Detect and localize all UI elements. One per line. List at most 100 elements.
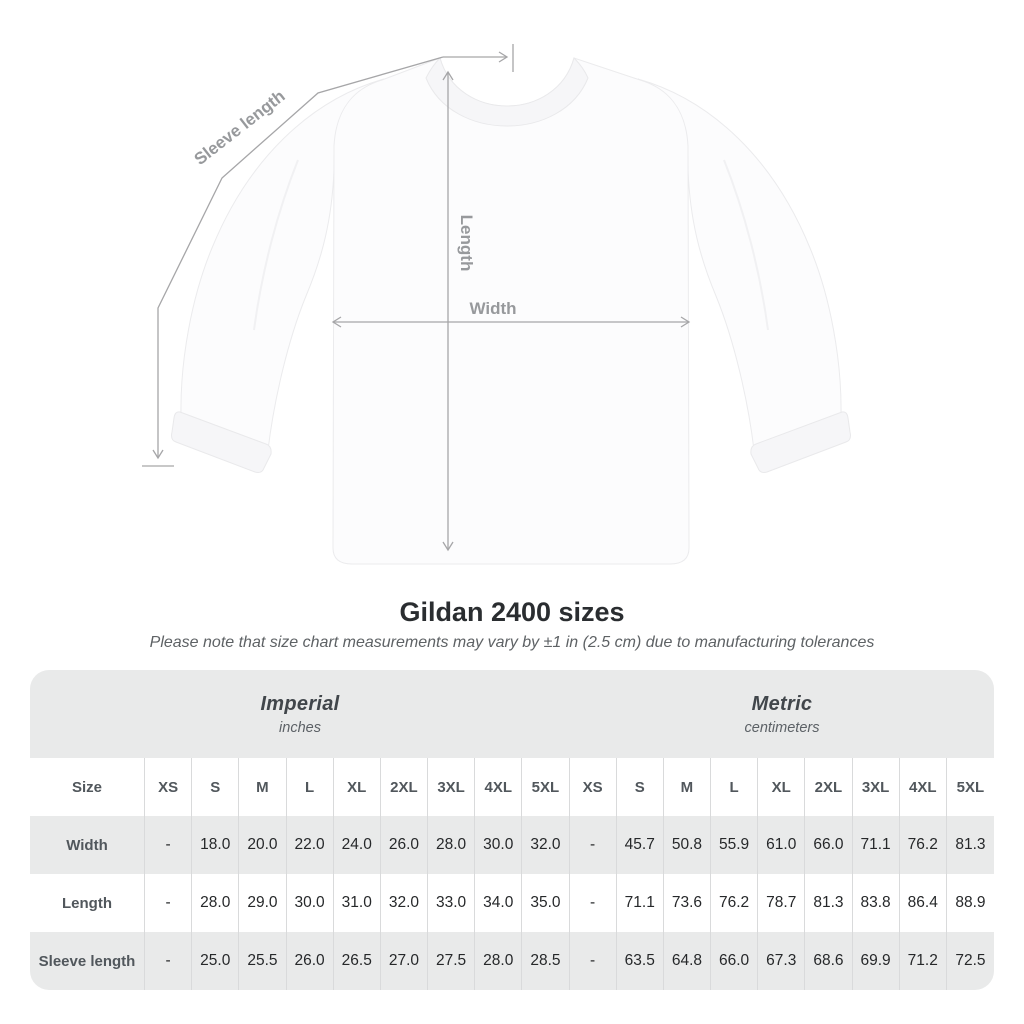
width-measure-arrow xyxy=(331,316,691,328)
table-cell: 78.7 xyxy=(758,874,806,932)
table-cell: - xyxy=(145,932,193,990)
table-cell: 33.0 xyxy=(428,874,476,932)
table-cell: 76.2 xyxy=(900,816,947,874)
unit-group-metric: Metric centimeters xyxy=(570,670,994,758)
size-col-header: 3XL xyxy=(853,758,900,816)
unit-group-imperial: Imperial inches xyxy=(30,670,570,758)
shirt-right-cuff xyxy=(750,411,851,473)
metric-unit-label: centimeters xyxy=(744,719,820,736)
size-col-header: L xyxy=(711,758,759,816)
table-cell: 20.0 xyxy=(239,816,287,874)
table-cell: 76.2 xyxy=(711,874,759,932)
table-cell: 68.6 xyxy=(805,932,853,990)
table-cell: 66.0 xyxy=(805,816,853,874)
table-cell: 88.9 xyxy=(955,894,986,911)
size-col-header: XS xyxy=(145,758,193,816)
table-cell: 25.5 xyxy=(239,932,287,990)
sleeve-length-measure-line xyxy=(142,44,514,467)
table-cell: - xyxy=(145,874,193,932)
table-cell: 83.8 xyxy=(853,874,900,932)
size-col-header: L xyxy=(287,758,334,816)
page-title: Gildan 2400 sizes xyxy=(399,597,625,627)
table-cell: 28.0 xyxy=(475,932,523,990)
size-col-header: 3XL xyxy=(428,758,476,816)
row-label: Width xyxy=(30,816,145,874)
table-cell: 30.0 xyxy=(475,816,523,874)
table-cell: 32.0 xyxy=(522,816,570,874)
row-length: Length - 28.0 29.0 30.0 31.0 32.0 33.0 3… xyxy=(30,874,994,932)
size-col-header: XS xyxy=(570,758,617,816)
shirt-diagram: Sleeve length Length Width xyxy=(142,44,851,565)
size-col-header: 2XL xyxy=(381,758,428,816)
row-label: Length xyxy=(30,874,145,932)
size-col-header: S xyxy=(617,758,664,816)
table-cell: 81.3 xyxy=(805,874,853,932)
table-cell: 29.0 xyxy=(239,874,287,932)
row-width: Width - 18.0 20.0 22.0 24.0 26.0 28.0 30… xyxy=(30,816,994,874)
length-label: Length xyxy=(457,215,476,272)
table-cell: - xyxy=(570,816,617,874)
table-cell: 66.0 xyxy=(711,932,759,990)
shirt-illustration xyxy=(171,57,851,565)
size-col-header: 4XL xyxy=(475,758,523,816)
table-cell: 61.0 xyxy=(758,816,806,874)
imperial-group-label: Imperial xyxy=(260,692,340,715)
table-cell: 45.7 xyxy=(617,816,664,874)
imperial-unit-label: inches xyxy=(279,719,321,736)
size-col-header: XL xyxy=(758,758,806,816)
table-cell: 67.3 xyxy=(758,932,806,990)
table-cell: 24.0 xyxy=(334,816,381,874)
table-cell: 55.9 xyxy=(711,816,759,874)
shirt-collar xyxy=(425,57,589,127)
table-cell: 18.0 xyxy=(192,816,240,874)
length-measure-arrow xyxy=(442,70,454,552)
table-cell: 86.4 xyxy=(900,874,947,932)
table-cell: 28.0 xyxy=(192,874,240,932)
row-sleeve-length: Sleeve length - 25.0 25.5 26.0 26.5 27.0… xyxy=(30,932,994,990)
table-cell: 27.0 xyxy=(381,932,428,990)
width-label: Width xyxy=(469,299,516,318)
size-header-row: Size XS S M L XL 2XL 3XL 4XL 5XL XS S M … xyxy=(30,758,994,816)
table-cell: 22.0 xyxy=(287,816,334,874)
table-cell: 34.0 xyxy=(475,874,523,932)
size-col-header: 4XL xyxy=(900,758,947,816)
table-cell: - xyxy=(570,932,617,990)
table-cell: 73.6 xyxy=(664,874,711,932)
metric-group-label: Metric xyxy=(751,692,813,715)
table-cell: 25.0 xyxy=(192,932,240,990)
shirt-left-cuff xyxy=(171,411,272,473)
table-cell: 26.0 xyxy=(381,816,428,874)
table-cell: 69.9 xyxy=(853,932,900,990)
table-cell: 30.0 xyxy=(287,874,334,932)
size-col-header: M xyxy=(664,758,711,816)
table-cell: 81.3 xyxy=(955,836,986,853)
table-cell: 71.2 xyxy=(900,932,947,990)
unit-group-header-row: Imperial inches Metric centimeters xyxy=(30,670,994,758)
table-cell: 64.8 xyxy=(664,932,711,990)
row-label: Sleeve length xyxy=(30,932,145,990)
table-cell: 27.5 xyxy=(428,932,476,990)
size-col-header: 5XL xyxy=(956,778,985,796)
table-cell: 32.0 xyxy=(381,874,428,932)
table-cell: 28.0 xyxy=(428,816,476,874)
table-cell: 72.5 xyxy=(955,952,986,969)
table-cell: 35.0 xyxy=(522,874,570,932)
size-table: Imperial inches Metric centimeters Size … xyxy=(30,670,994,990)
table-cell: - xyxy=(570,874,617,932)
size-col-header: 2XL xyxy=(805,758,853,816)
table-cell: 31.0 xyxy=(334,874,381,932)
table-cell: 26.5 xyxy=(334,932,381,990)
crease-left xyxy=(253,159,299,331)
size-col-header: XL xyxy=(334,758,381,816)
size-header: Size xyxy=(30,758,145,816)
crease-right xyxy=(723,159,769,331)
size-col-header: S xyxy=(192,758,240,816)
table-cell: 28.5 xyxy=(522,932,570,990)
size-col-header: 5XL xyxy=(522,758,570,816)
table-cell: 26.0 xyxy=(287,932,334,990)
table-cell: 71.1 xyxy=(617,874,664,932)
table-cell: - xyxy=(145,816,193,874)
table-cell: 63.5 xyxy=(617,932,664,990)
page-subtitle: Please note that size chart measurements… xyxy=(149,634,875,651)
